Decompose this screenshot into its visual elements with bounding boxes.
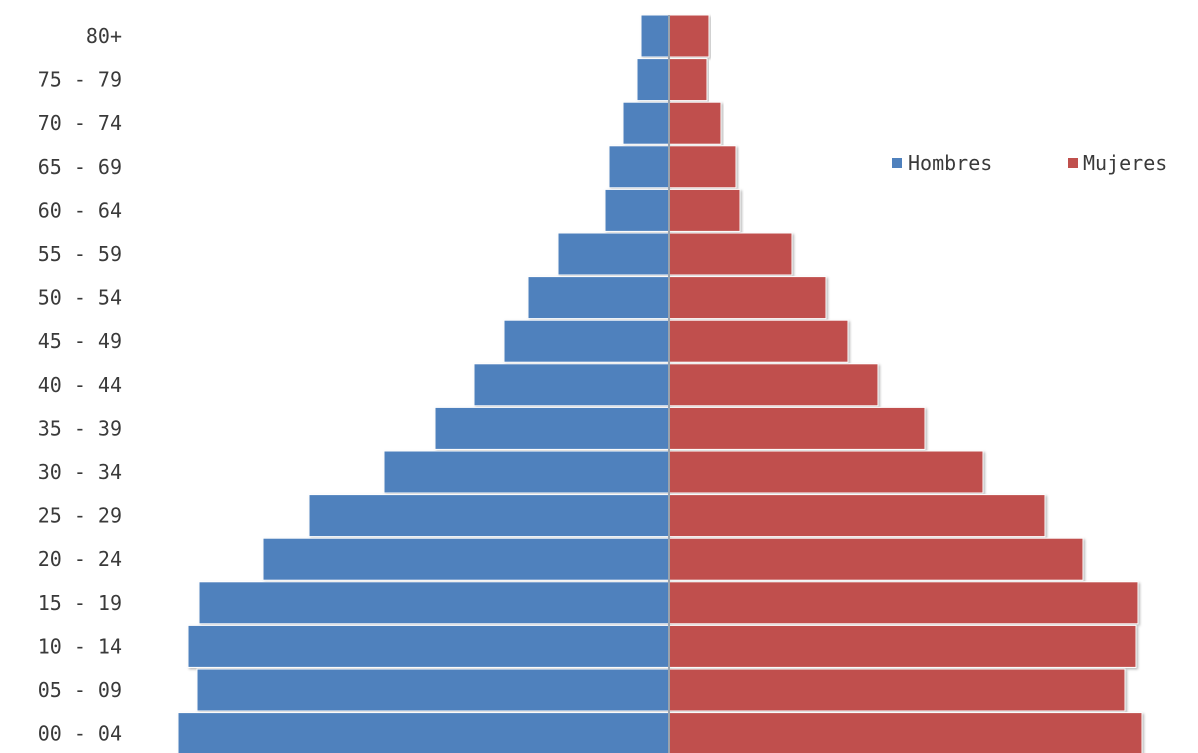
mujeres-bars bbox=[668, 14, 1143, 753]
bar-hombres-45-49 bbox=[503, 319, 670, 363]
bar-hombres-25-29 bbox=[308, 494, 670, 538]
category-label-30-34: 30 - 34 bbox=[38, 460, 122, 484]
category-label-10-14: 10 - 14 bbox=[38, 634, 122, 658]
bar-hombres-60-64 bbox=[604, 188, 670, 232]
legend-swatch-hombres bbox=[892, 158, 902, 168]
bar-hombres-55-59 bbox=[557, 232, 670, 276]
category-label-05-09: 05 - 09 bbox=[38, 678, 122, 702]
bar-mujeres-45-49 bbox=[668, 319, 849, 363]
bar-mujeres-80plus bbox=[668, 14, 710, 58]
bar-mujeres-20-24 bbox=[668, 537, 1084, 581]
bar-mujeres-25-29 bbox=[668, 494, 1046, 538]
category-label-65-69: 65 - 69 bbox=[38, 155, 122, 179]
bar-hombres-75-79 bbox=[636, 58, 670, 102]
bar-hombres-40-44 bbox=[473, 363, 670, 407]
bar-hombres-00-04 bbox=[177, 712, 670, 753]
category-label-75-79: 75 - 79 bbox=[38, 68, 122, 92]
category-label-40-44: 40 - 44 bbox=[38, 373, 122, 397]
legend-label-hombres: Hombres bbox=[908, 151, 992, 175]
bar-mujeres-55-59 bbox=[668, 232, 793, 276]
bar-mujeres-40-44 bbox=[668, 363, 879, 407]
bar-mujeres-10-14 bbox=[668, 624, 1137, 668]
bar-hombres-35-39 bbox=[434, 406, 670, 450]
bar-mujeres-60-64 bbox=[668, 188, 741, 232]
legend-label-mujeres: Mujeres bbox=[1083, 151, 1167, 175]
bar-mujeres-50-54 bbox=[668, 276, 827, 320]
bar-hombres-50-54 bbox=[527, 276, 670, 320]
bar-mujeres-65-69 bbox=[668, 145, 737, 189]
bar-mujeres-30-34 bbox=[668, 450, 984, 494]
category-label-25-29: 25 - 29 bbox=[38, 504, 122, 528]
bar-hombres-10-14 bbox=[187, 624, 670, 668]
category-label-15-19: 15 - 19 bbox=[38, 591, 122, 615]
bar-hombres-65-69 bbox=[608, 145, 670, 189]
category-label-45-49: 45 - 49 bbox=[38, 329, 122, 353]
category-axis-labels: 80+ 75 - 79 70 - 74 65 - 69 60 - 64 55 - 59 50… bbox=[38, 24, 122, 746]
bar-mujeres-15-19 bbox=[668, 581, 1139, 625]
bar-hombres-70-74 bbox=[622, 101, 670, 145]
category-label-60-64: 60 - 64 bbox=[38, 198, 122, 222]
category-label-50-54: 50 - 54 bbox=[38, 286, 122, 310]
category-label-20-24: 20 - 24 bbox=[38, 547, 122, 571]
category-label-55-59: 55 - 59 bbox=[38, 242, 122, 266]
bar-hombres-20-24 bbox=[262, 537, 670, 581]
bar-mujeres-75-79 bbox=[668, 58, 708, 102]
bar-hombres-05-09 bbox=[196, 668, 670, 712]
legend: Hombres Mujeres bbox=[892, 151, 1167, 175]
category-label-00-04: 00 - 04 bbox=[38, 722, 122, 746]
bar-mujeres-05-09 bbox=[668, 668, 1126, 712]
hombres-bars bbox=[177, 14, 670, 753]
category-label-35-39: 35 - 39 bbox=[38, 416, 122, 440]
bar-mujeres-00-04 bbox=[668, 712, 1143, 753]
bar-mujeres-35-39 bbox=[668, 406, 926, 450]
category-label-80plus: 80+ bbox=[86, 24, 122, 48]
bar-hombres-15-19 bbox=[198, 581, 670, 625]
bar-hombres-30-34 bbox=[383, 450, 670, 494]
bar-hombres-80plus bbox=[640, 14, 670, 58]
category-label-70-74: 70 - 74 bbox=[38, 111, 122, 135]
legend-swatch-mujeres bbox=[1068, 158, 1078, 168]
bar-mujeres-70-74 bbox=[668, 101, 722, 145]
